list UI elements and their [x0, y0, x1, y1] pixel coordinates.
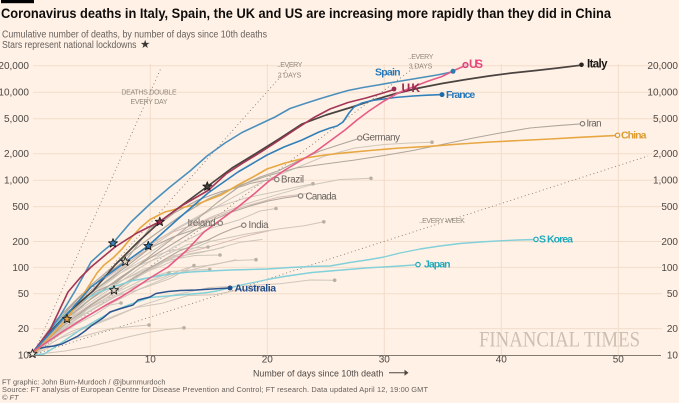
svg-text:Iran: Iran — [587, 119, 602, 130]
svg-text:100: 100 — [12, 263, 29, 274]
svg-text:Cumulative number of deaths, b: Cumulative number of deaths, by number o… — [2, 29, 267, 40]
svg-text:5,000: 5,000 — [4, 114, 29, 125]
svg-text:..EVERY WEEK: ..EVERY WEEK — [419, 218, 465, 225]
svg-text:Stars represent national lockd: Stars represent national lockdowns — [2, 40, 137, 51]
svg-text:© FT: © FT — [2, 393, 19, 402]
svg-text:20: 20 — [18, 324, 30, 335]
svg-text:EVERY DAY: EVERY DAY — [131, 99, 168, 106]
svg-text:3 DAYS: 3 DAYS — [409, 64, 433, 71]
svg-text:5,000: 5,000 — [653, 114, 678, 125]
svg-text:France: France — [446, 89, 475, 101]
svg-text:10,000: 10,000 — [647, 88, 678, 99]
svg-text:★: ★ — [140, 39, 150, 51]
svg-text:FINANCIAL TIMES: FINANCIAL TIMES — [479, 327, 640, 352]
svg-text:Source: FT analysis of Europea: Source: FT analysis of European Centre f… — [2, 385, 428, 394]
svg-text:Germany: Germany — [363, 133, 401, 144]
svg-text:India: India — [249, 220, 270, 231]
svg-text:10: 10 — [667, 350, 679, 361]
svg-text:China: China — [621, 130, 647, 142]
svg-text:40: 40 — [496, 355, 508, 366]
svg-text:2,000: 2,000 — [4, 149, 29, 160]
svg-text:50: 50 — [613, 355, 625, 366]
svg-text:30: 30 — [379, 355, 391, 366]
svg-text:20,000: 20,000 — [647, 61, 678, 72]
svg-text:20,000: 20,000 — [0, 61, 29, 72]
svg-text:Number of days since 10th deat: Number of days since 10th death — [253, 368, 383, 379]
svg-text:20: 20 — [262, 355, 274, 366]
svg-text:Ireland: Ireland — [188, 218, 216, 229]
svg-text:20: 20 — [667, 324, 679, 335]
svg-text:100: 100 — [661, 263, 678, 274]
svg-text:1,000: 1,000 — [4, 176, 29, 187]
svg-text:FT graphic: John Burn-Murdoch: FT graphic: John Burn-Murdoch / @jburnmu… — [2, 378, 166, 387]
svg-text:200: 200 — [12, 237, 29, 248]
svg-text:Australia: Australia — [235, 282, 277, 294]
svg-text:50: 50 — [18, 289, 30, 300]
svg-text:200: 200 — [661, 237, 678, 248]
svg-text:2 DAYS: 2 DAYS — [278, 73, 302, 80]
svg-text:Brazil: Brazil — [281, 175, 304, 186]
svg-text:10: 10 — [145, 355, 157, 366]
svg-text:..EVERY: ..EVERY — [408, 54, 434, 61]
svg-text:500: 500 — [661, 202, 678, 213]
svg-text:1,000: 1,000 — [653, 176, 678, 187]
svg-text:2,000: 2,000 — [653, 149, 678, 160]
svg-text:Canada: Canada — [306, 191, 338, 202]
svg-text:500: 500 — [12, 202, 29, 213]
svg-text:Japan: Japan — [424, 258, 451, 270]
svg-text:S Korea: S Korea — [539, 234, 573, 246]
svg-text:Spain: Spain — [375, 67, 401, 79]
svg-text:10,000: 10,000 — [0, 88, 29, 99]
svg-text:10: 10 — [18, 350, 30, 361]
svg-text:UK: UK — [402, 81, 421, 95]
svg-text:DEATHS DOUBLE: DEATHS DOUBLE — [121, 89, 177, 96]
svg-text:Italy: Italy — [587, 59, 608, 71]
svg-text:..EVERY: ..EVERY — [277, 62, 303, 69]
svg-text:US: US — [469, 57, 483, 71]
svg-text:Coronavirus deaths in Italy, S: Coronavirus deaths in Italy, Spain, the … — [1, 5, 611, 21]
svg-text:50: 50 — [667, 289, 679, 300]
